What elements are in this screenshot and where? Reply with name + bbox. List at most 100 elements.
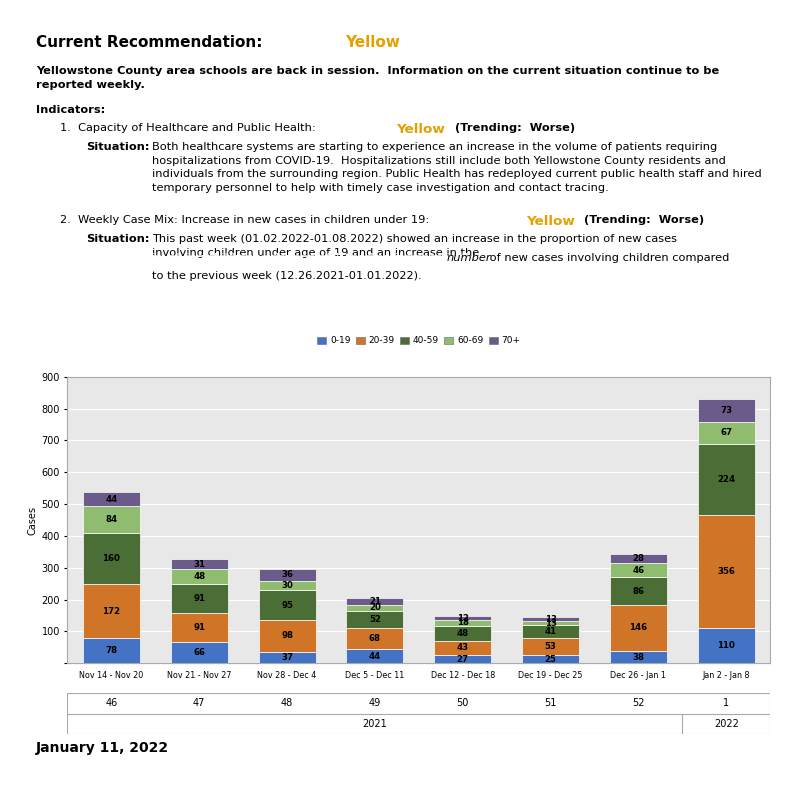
Text: January 11, 2022: January 11, 2022 — [36, 741, 169, 755]
Text: 53: 53 — [545, 642, 557, 652]
Text: 25: 25 — [545, 655, 557, 664]
Text: to the previous week (12.26.2021-01.01.2022).: to the previous week (12.26.2021-01.01.2… — [152, 271, 422, 281]
Bar — [171, 559, 228, 569]
Text: Nov 28 - Dec 4: Nov 28 - Dec 4 — [257, 670, 317, 680]
Text: 2.  Weekly Case Mix: Increase in new cases in children under 19:: 2. Weekly Case Mix: Increase in new case… — [60, 215, 433, 225]
Text: 27: 27 — [457, 655, 468, 663]
Text: 73: 73 — [720, 406, 732, 415]
Bar — [522, 655, 579, 663]
Bar — [522, 626, 579, 638]
Text: 1: 1 — [723, 699, 730, 708]
Text: 30: 30 — [281, 581, 293, 590]
Text: 41: 41 — [545, 627, 557, 637]
Bar — [434, 655, 491, 663]
Text: 43: 43 — [457, 644, 468, 652]
Bar — [610, 563, 667, 578]
Text: 172: 172 — [102, 607, 121, 615]
Text: Dec 19 - Dec 25: Dec 19 - Dec 25 — [518, 670, 583, 680]
Text: Current Recommendation:: Current Recommendation: — [36, 35, 268, 50]
Bar — [346, 611, 403, 628]
Text: 98: 98 — [281, 631, 293, 641]
Text: 31: 31 — [193, 560, 205, 568]
Bar — [698, 422, 755, 444]
Text: 160: 160 — [102, 553, 121, 563]
Text: 21: 21 — [369, 597, 381, 606]
Text: This past week (01.02.2022-01.08.2022) showed an increase in the proportion of n: This past week (01.02.2022-01.08.2022) s… — [152, 234, 677, 257]
Bar — [434, 641, 491, 655]
Text: 95: 95 — [281, 601, 293, 610]
Text: 50: 50 — [457, 699, 469, 708]
Text: 86: 86 — [633, 586, 645, 596]
Text: number: number — [447, 253, 491, 263]
Text: Dec 26 - Jan 1: Dec 26 - Jan 1 — [611, 670, 666, 680]
Bar — [522, 617, 579, 621]
Text: of new cases involving children compared: of new cases involving children compared — [486, 253, 730, 263]
Text: 91: 91 — [193, 594, 205, 604]
Text: 51: 51 — [545, 699, 557, 708]
Text: 48: 48 — [193, 572, 206, 581]
Bar — [434, 620, 491, 626]
Text: 38: 38 — [633, 653, 645, 662]
Text: 48: 48 — [457, 629, 468, 638]
Bar — [171, 613, 228, 642]
Bar — [522, 638, 579, 655]
Text: Nov 14 - Nov 20: Nov 14 - Nov 20 — [79, 670, 144, 680]
Text: Yellow: Yellow — [396, 123, 445, 137]
Text: Both healthcare systems are starting to experience an increase in the volume of : Both healthcare systems are starting to … — [152, 142, 762, 193]
Bar — [522, 621, 579, 626]
Bar — [610, 578, 667, 604]
Text: 18: 18 — [457, 619, 468, 627]
Text: Situation:: Situation: — [87, 234, 150, 244]
Bar — [83, 638, 140, 663]
Text: 28: 28 — [633, 553, 645, 563]
Text: 78: 78 — [106, 646, 118, 655]
Bar — [171, 584, 228, 613]
Bar — [698, 628, 755, 663]
Text: 46: 46 — [106, 699, 118, 708]
Text: 44: 44 — [368, 652, 381, 661]
Bar — [698, 399, 755, 422]
Bar — [83, 533, 140, 584]
Bar — [346, 604, 403, 611]
Text: Dec 5 - Dec 11: Dec 5 - Dec 11 — [345, 670, 404, 680]
Text: 110: 110 — [717, 641, 735, 650]
Text: 47: 47 — [193, 699, 206, 708]
Text: 36: 36 — [281, 571, 293, 579]
Text: 46: 46 — [632, 565, 645, 575]
Text: 68: 68 — [369, 634, 381, 643]
Text: 13: 13 — [545, 615, 557, 624]
Text: Yellow: Yellow — [526, 215, 576, 228]
Text: 52: 52 — [632, 699, 645, 708]
Bar — [259, 590, 316, 620]
Text: Jan 2 - Jan 8: Jan 2 - Jan 8 — [703, 670, 750, 680]
Text: New Cases by Age: New Cases by Age — [75, 339, 196, 352]
Bar — [346, 628, 403, 649]
Text: 2022: 2022 — [714, 719, 738, 728]
Bar — [346, 598, 403, 604]
Text: 146: 146 — [630, 623, 647, 633]
Text: 49: 49 — [368, 699, 381, 708]
Text: Yellowstone County area schools are back in session.  Information on the current: Yellowstone County area schools are back… — [36, 66, 719, 90]
Text: Indicators:: Indicators: — [36, 105, 105, 115]
Text: 48: 48 — [281, 699, 293, 708]
Text: 37: 37 — [281, 653, 293, 662]
Text: Nov 21 - Nov 27: Nov 21 - Nov 27 — [167, 670, 232, 680]
Bar — [83, 492, 140, 506]
Text: 13: 13 — [545, 619, 557, 628]
Bar — [83, 584, 140, 638]
Text: 44: 44 — [106, 495, 118, 503]
Text: 224: 224 — [717, 475, 735, 484]
Bar — [434, 616, 491, 620]
Bar — [610, 604, 667, 652]
Bar — [434, 626, 491, 641]
Text: 52: 52 — [369, 615, 381, 624]
Bar — [346, 649, 403, 663]
Bar — [259, 620, 316, 652]
Y-axis label: Cases: Cases — [27, 506, 37, 535]
Text: Situation:: Situation: — [87, 142, 150, 152]
Text: (Trending:  Worse): (Trending: Worse) — [580, 215, 703, 225]
Text: 20: 20 — [369, 604, 381, 612]
Text: 12: 12 — [457, 614, 468, 623]
Bar — [259, 652, 316, 663]
Text: New COVID-19 cases in Yellowstone County are grouped into age ranges denoted by : New COVID-19 cases in Yellowstone County… — [76, 741, 636, 762]
